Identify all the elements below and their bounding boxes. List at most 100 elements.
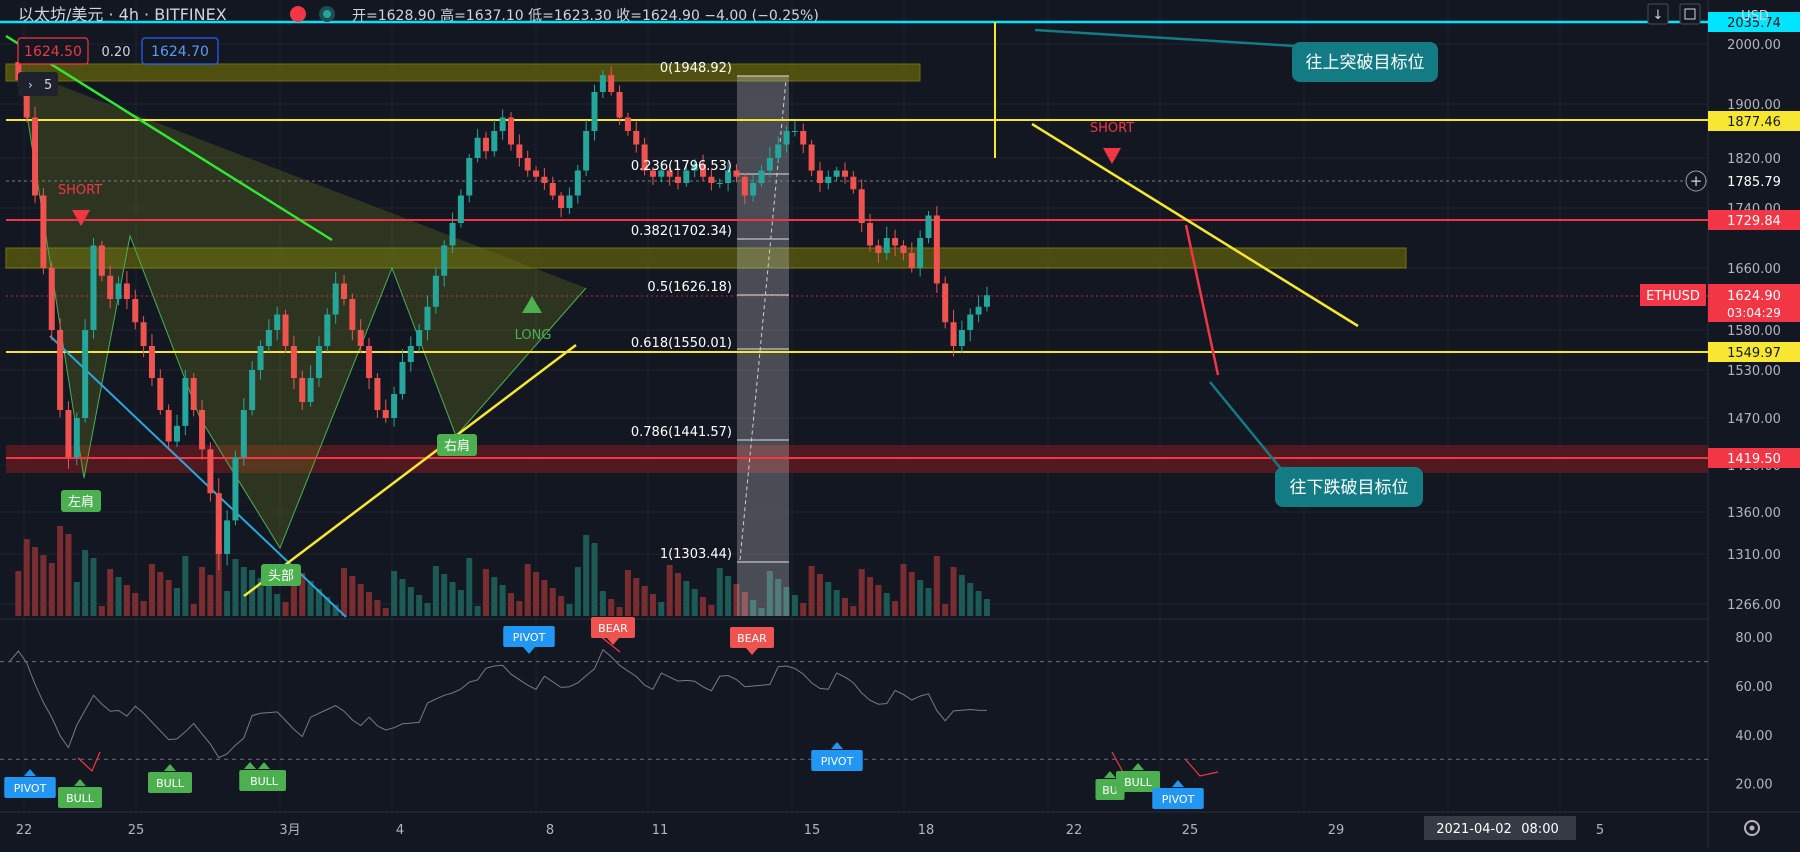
svg-text:BULL: BULL [156,777,185,790]
volume-bar [90,558,97,616]
svg-text:BEAR: BEAR [598,622,628,635]
buy-price: 1624.70 [151,44,209,60]
candle-body [917,238,924,268]
candle-body [215,493,222,554]
candle-body [399,362,406,394]
volume-bar [15,571,22,616]
candle-body [416,330,423,346]
price-tick-label: 1820.00 [1727,152,1781,167]
volume-bar [783,587,790,616]
volume-bar [482,569,489,616]
downtrend-line [1031,122,1359,328]
red-projection-line [1184,224,1220,376]
candle-body [466,158,473,196]
candle-body [549,183,556,196]
top-right-controls: ↓ USD [1647,3,1769,25]
up-target-callout: 往上突破目标位 [1034,28,1438,82]
arrow-down-icon[interactable] [1647,3,1669,25]
left-shoulder-label: 左肩 [61,490,101,512]
badge-countdown: 03:04:29 [1727,306,1781,320]
fullscreen-icon[interactable] [1679,3,1701,25]
candle-body [457,195,464,223]
volume-bar [675,573,681,616]
volume-bar [716,568,723,616]
candle-body [933,215,940,284]
volume-bar [432,566,439,616]
candle-body [332,283,339,315]
candle-body [741,176,748,196]
indicators-toggle[interactable] [18,72,58,96]
candle-body [140,322,147,346]
svg-text:1(1303.44): 1(1303.44) [660,547,732,562]
candle-body [983,295,990,307]
candle-body [23,80,30,118]
candle-body [599,75,606,92]
settings-gear-icon[interactable] [1744,820,1760,836]
currency-label: USD [1741,9,1769,24]
down-target-label: 往下跌破目标位 [1290,478,1409,498]
candle-body [608,75,615,92]
candle-body [641,144,648,171]
volume-bar [808,566,815,616]
price-tick-label: 1470.00 [1727,412,1781,427]
candle-body [107,275,114,299]
svg-text:PIVOT: PIVOT [513,631,546,644]
rsi-line [9,648,987,759]
alert-icon[interactable] [290,6,306,22]
candle-body [842,170,848,177]
buy-button[interactable] [141,37,219,65]
time-tick-label: 3月 [279,823,300,838]
candle-body [174,425,180,442]
candle-body [541,176,548,183]
candle-body [249,370,256,410]
candle-body [40,195,47,268]
candle-body [633,131,640,145]
svg-text:BULL: BULL [66,792,95,805]
volume-bar [599,591,606,616]
volume-bar [407,587,414,616]
volume-bar [775,579,782,616]
candle-body [892,238,899,246]
volume-bar [165,580,172,616]
svg-text:SHORT: SHORT [58,183,102,198]
sell-button[interactable] [17,37,89,65]
volume-bar [524,564,531,616]
svg-text:右肩: 右肩 [444,438,470,454]
svg-text:0.5(1626.18): 0.5(1626.18) [647,280,732,295]
rsi-signal-pivot3: PIVOT [811,742,863,771]
volume-bar [499,585,506,616]
volume-bar [240,567,247,616]
candle-body [382,410,389,418]
spread: 0.20 [102,45,131,60]
candle-body [441,245,448,276]
time-tick-label: 4 [396,823,404,838]
candle-body [82,330,89,418]
candle-body [566,195,573,208]
volume-bar [48,563,55,616]
volume-bar [332,605,339,616]
candle-body [958,330,965,346]
volume-bar [574,567,581,616]
candle-body [315,346,322,378]
candle-body [207,449,214,494]
fib-lines [737,75,789,563]
rsi-signal-pivot2: PIVOT [503,626,555,654]
volume-bar [850,606,857,616]
candle-body [274,314,281,330]
add-alert-icon[interactable] [1685,170,1707,192]
time-cursor-badge: 2021-04-02 08:00 [1424,816,1576,840]
indicator-count: 5 [44,78,52,93]
volume-bar [558,596,565,616]
candle-body [591,92,598,131]
volume-bar [391,571,398,616]
volume-bar [708,605,715,616]
candle-body [750,183,757,196]
svg-text:0.618(1550.01): 0.618(1550.01) [631,336,732,351]
volume-bar [23,539,30,616]
volume-bar [324,597,331,616]
candles [15,54,990,570]
svg-text:左肩: 左肩 [68,494,94,510]
candle-body [32,117,39,196]
candle-body [391,394,398,418]
